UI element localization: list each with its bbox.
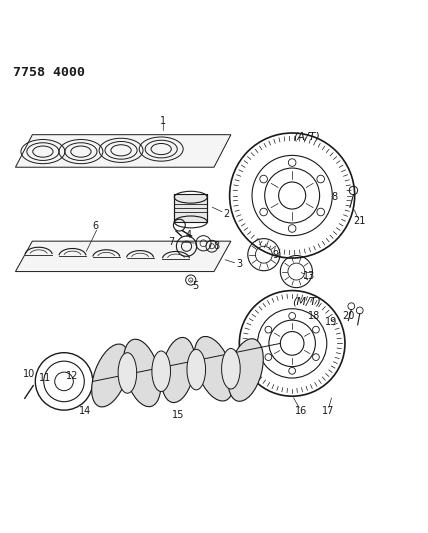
Ellipse shape bbox=[222, 349, 240, 389]
Text: 12: 12 bbox=[66, 372, 79, 381]
Ellipse shape bbox=[152, 351, 170, 392]
Polygon shape bbox=[15, 241, 231, 272]
Text: 6: 6 bbox=[92, 221, 99, 231]
Text: 19: 19 bbox=[325, 317, 338, 327]
Text: 3: 3 bbox=[236, 260, 242, 269]
Text: 2: 2 bbox=[223, 209, 230, 219]
Text: 8: 8 bbox=[331, 192, 337, 202]
Text: (M/T): (M/T) bbox=[291, 296, 321, 306]
Text: 4: 4 bbox=[186, 230, 192, 240]
Text: 10: 10 bbox=[23, 369, 36, 379]
Text: 15: 15 bbox=[172, 410, 184, 420]
Text: 8: 8 bbox=[213, 241, 219, 251]
Ellipse shape bbox=[194, 336, 234, 401]
Text: 21: 21 bbox=[354, 216, 366, 226]
Text: 14: 14 bbox=[79, 406, 91, 416]
Text: 11: 11 bbox=[39, 373, 51, 383]
Ellipse shape bbox=[118, 353, 137, 393]
Ellipse shape bbox=[161, 337, 195, 402]
Text: 17: 17 bbox=[322, 406, 334, 416]
Text: 1: 1 bbox=[160, 116, 166, 126]
Ellipse shape bbox=[92, 344, 129, 407]
Text: 20: 20 bbox=[342, 311, 354, 321]
Ellipse shape bbox=[124, 339, 161, 407]
Ellipse shape bbox=[187, 349, 205, 390]
Text: 16: 16 bbox=[294, 406, 307, 416]
Text: 9: 9 bbox=[272, 249, 278, 260]
Polygon shape bbox=[15, 135, 231, 167]
Text: 5: 5 bbox=[192, 280, 198, 290]
Text: 7: 7 bbox=[169, 237, 175, 247]
Text: 18: 18 bbox=[309, 311, 321, 321]
Polygon shape bbox=[174, 195, 207, 222]
Text: 13: 13 bbox=[303, 271, 315, 281]
Text: 7758 4000: 7758 4000 bbox=[13, 66, 85, 79]
Ellipse shape bbox=[228, 338, 263, 401]
Text: (A/T): (A/T) bbox=[293, 132, 320, 141]
